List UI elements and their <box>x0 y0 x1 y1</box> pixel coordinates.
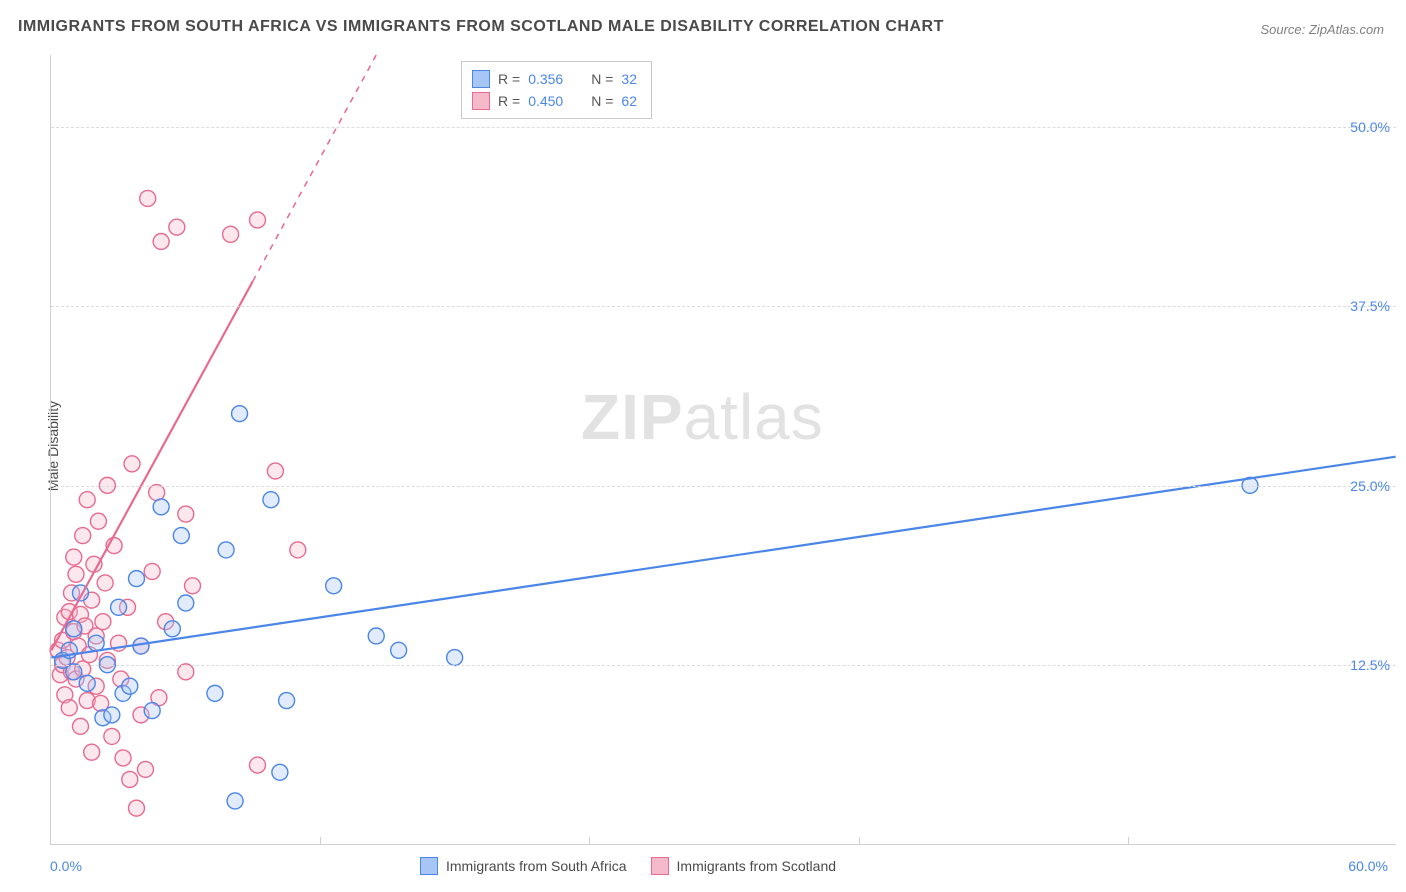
legend-item-scotland: Immigrants from Scotland <box>651 857 837 875</box>
data-point-scotland <box>72 718 88 734</box>
ytick-label: 12.5% <box>1350 657 1390 673</box>
data-point-scotland <box>140 190 156 206</box>
data-point-south_africa <box>263 492 279 508</box>
legend-row-scotland: R = 0.450 N = 62 <box>472 90 637 112</box>
correlation-chart: IMMIGRANTS FROM SOUTH AFRICA VS IMMIGRAN… <box>0 0 1406 892</box>
data-point-south_africa <box>207 685 223 701</box>
data-point-scotland <box>169 219 185 235</box>
trendline-scotland-dashed <box>253 55 376 281</box>
data-point-south_africa <box>326 578 342 594</box>
data-point-scotland <box>124 456 140 472</box>
xtick-label: 0.0% <box>50 858 82 874</box>
data-point-south_africa <box>129 571 145 587</box>
xtick-label: 60.0% <box>1348 858 1388 874</box>
data-point-scotland <box>84 744 100 760</box>
data-point-scotland <box>267 463 283 479</box>
data-point-south_africa <box>218 542 234 558</box>
data-point-south_africa <box>164 621 180 637</box>
data-point-scotland <box>95 614 111 630</box>
swatch-south-africa <box>472 70 490 88</box>
legend-label: Immigrants from Scotland <box>677 858 837 874</box>
data-point-south_africa <box>447 650 463 666</box>
data-point-south_africa <box>173 528 189 544</box>
data-point-scotland <box>122 771 138 787</box>
data-point-south_africa <box>368 628 384 644</box>
gridline-h <box>51 127 1396 128</box>
legend-row-south-africa: R = 0.356 N = 32 <box>472 68 637 90</box>
data-point-south_africa <box>79 675 95 691</box>
data-point-scotland <box>66 549 82 565</box>
gridline-v <box>589 837 590 845</box>
data-point-scotland <box>75 528 91 544</box>
data-point-scotland <box>144 563 160 579</box>
data-point-scotland <box>79 492 95 508</box>
data-point-south_africa <box>122 678 138 694</box>
swatch-south-africa <box>420 857 438 875</box>
data-point-south_africa <box>111 599 127 615</box>
data-point-south_africa <box>66 621 82 637</box>
data-point-south_africa <box>272 764 288 780</box>
gridline-h <box>51 665 1396 666</box>
gridline-v <box>320 837 321 845</box>
gridline-v <box>1128 837 1129 845</box>
data-point-scotland <box>90 513 106 529</box>
source-label: Source: ZipAtlas.com <box>1260 22 1384 37</box>
data-point-scotland <box>104 728 120 744</box>
swatch-scotland <box>651 857 669 875</box>
data-point-south_africa <box>153 499 169 515</box>
chart-title: IMMIGRANTS FROM SOUTH AFRICA VS IMMIGRAN… <box>18 18 944 36</box>
data-point-south_africa <box>279 693 295 709</box>
legend-series: Immigrants from South Africa Immigrants … <box>420 857 836 875</box>
gridline-h <box>51 306 1396 307</box>
data-point-scotland <box>185 578 201 594</box>
data-point-scotland <box>290 542 306 558</box>
plot-area: ZIPatlas R = 0.356 N = 32 R = 0.450 N = … <box>50 55 1396 845</box>
gridline-v <box>859 837 860 845</box>
data-point-scotland <box>178 506 194 522</box>
legend-label: Immigrants from South Africa <box>446 858 627 874</box>
plot-svg <box>51 55 1396 844</box>
data-point-scotland <box>223 226 239 242</box>
legend-correlation: R = 0.356 N = 32 R = 0.450 N = 62 <box>461 61 652 119</box>
data-point-south_africa <box>88 635 104 651</box>
legend-item-south-africa: Immigrants from South Africa <box>420 857 627 875</box>
data-point-south_africa <box>227 793 243 809</box>
data-point-scotland <box>137 761 153 777</box>
data-point-scotland <box>249 757 265 773</box>
data-point-scotland <box>97 575 113 591</box>
data-point-south_africa <box>178 595 194 611</box>
ytick-label: 50.0% <box>1350 119 1390 135</box>
swatch-scotland <box>472 92 490 110</box>
ytick-label: 25.0% <box>1350 478 1390 494</box>
data-point-scotland <box>129 800 145 816</box>
data-point-south_africa <box>144 703 160 719</box>
gridline-h <box>51 486 1396 487</box>
data-point-south_africa <box>232 406 248 422</box>
data-point-scotland <box>115 750 131 766</box>
data-point-south_africa <box>104 707 120 723</box>
data-point-scotland <box>249 212 265 228</box>
data-point-scotland <box>153 234 169 250</box>
ytick-label: 37.5% <box>1350 298 1390 314</box>
data-point-south_africa <box>391 642 407 658</box>
data-point-scotland <box>149 485 165 501</box>
data-point-scotland <box>61 700 77 716</box>
trendline-scotland <box>51 281 252 650</box>
data-point-scotland <box>68 566 84 582</box>
